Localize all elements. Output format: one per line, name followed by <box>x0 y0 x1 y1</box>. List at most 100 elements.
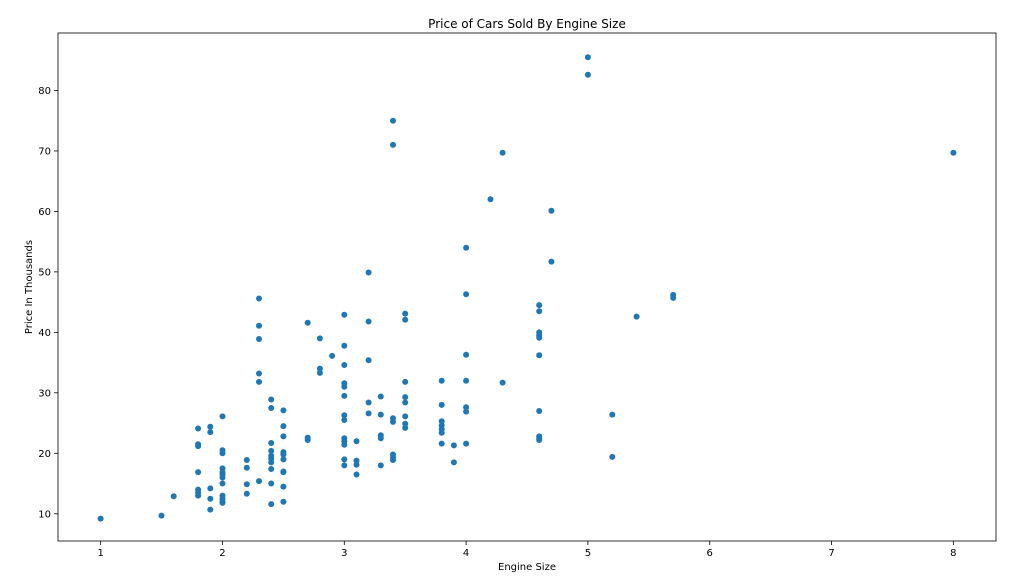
data-point <box>195 469 202 476</box>
data-point <box>219 413 226 420</box>
data-point <box>353 438 360 445</box>
data-point <box>402 424 409 431</box>
data-point <box>219 450 226 457</box>
data-point <box>390 117 396 124</box>
data-point <box>268 440 275 446</box>
data-point <box>950 149 957 156</box>
data-point <box>487 196 494 203</box>
data-point <box>341 456 348 463</box>
data-point <box>402 399 409 406</box>
data-point <box>390 418 396 425</box>
data-point <box>463 440 470 447</box>
data-point <box>256 478 262 485</box>
data-point <box>341 417 348 423</box>
y-tick-label: 40 <box>38 328 51 339</box>
data-point <box>548 258 555 265</box>
x-tick-label: 3 <box>341 548 347 559</box>
data-point <box>402 413 409 420</box>
x-axis-ticks: 1 2 3 4 5 6 7 8 <box>97 541 957 559</box>
data-point <box>402 420 409 427</box>
data-point <box>304 437 311 443</box>
x-tick-label: 4 <box>463 548 469 559</box>
data-point <box>195 443 202 450</box>
data-point <box>195 492 202 499</box>
y-tick-label: 60 <box>38 207 51 218</box>
data-point <box>450 442 457 449</box>
x-axis-label: Engine Size <box>498 562 556 573</box>
data-point <box>280 456 287 463</box>
x-tick-label: 5 <box>585 548 591 559</box>
x-tick-label: 8 <box>950 548 956 559</box>
data-point <box>341 441 348 448</box>
data-point <box>377 435 384 442</box>
data-point <box>609 453 616 460</box>
data-point <box>365 357 372 364</box>
plot-area-frame <box>57 32 997 542</box>
x-tick-label: 1 <box>97 548 103 559</box>
data-point <box>316 335 323 342</box>
data-point <box>219 474 226 481</box>
data-point <box>463 351 470 358</box>
data-point <box>463 404 470 411</box>
data-point <box>377 462 384 469</box>
data-point <box>402 378 409 385</box>
data-point <box>341 462 348 469</box>
data-point <box>304 319 311 326</box>
data-point <box>633 313 640 320</box>
y-axis-ticks: 10 20 30 40 50 60 70 80 <box>38 86 58 520</box>
data-point <box>280 483 287 490</box>
data-point <box>365 318 372 325</box>
data-point <box>609 411 616 418</box>
data-point <box>584 54 591 61</box>
data-point <box>256 336 262 342</box>
data-point <box>207 423 214 430</box>
data-point <box>390 457 396 463</box>
data-point <box>670 294 677 301</box>
data-point <box>268 447 275 454</box>
data-point <box>341 311 348 318</box>
data-point <box>158 512 165 519</box>
y-tick-label: 20 <box>38 449 51 460</box>
data-point <box>219 499 226 506</box>
data-point <box>268 459 275 466</box>
data-point <box>499 379 506 386</box>
data-point <box>548 207 555 214</box>
data-point <box>402 310 409 317</box>
data-point <box>390 141 396 148</box>
data-point <box>341 362 348 368</box>
data-point <box>353 461 360 468</box>
data-point <box>170 493 177 500</box>
data-point <box>341 342 348 349</box>
data-point <box>316 365 323 372</box>
data-point <box>536 308 543 315</box>
data-point <box>268 466 275 472</box>
data-point <box>268 396 275 403</box>
data-point <box>207 506 214 513</box>
data-point <box>450 459 457 466</box>
data-point <box>256 322 262 329</box>
data-point <box>353 457 360 464</box>
y-tick-label: 10 <box>38 509 51 520</box>
data-point <box>463 377 470 384</box>
data-point <box>243 481 250 488</box>
data-point <box>280 498 287 505</box>
data-point <box>268 480 275 487</box>
y-tick-label: 80 <box>38 86 51 97</box>
data-point <box>341 392 348 399</box>
data-point <box>584 71 591 78</box>
data-point <box>268 405 275 411</box>
data-point <box>243 490 250 497</box>
data-point <box>207 485 214 492</box>
data-point <box>438 429 445 436</box>
y-axis-label: Price In Thousands <box>24 240 35 334</box>
data-point <box>268 501 275 508</box>
chart-title: Price of Cars Sold By Engine Size <box>428 17 626 31</box>
data-point <box>243 457 250 463</box>
data-point <box>341 412 348 419</box>
data-point <box>195 425 202 432</box>
y-tick-label: 50 <box>38 267 51 278</box>
data-point <box>280 451 287 458</box>
data-point <box>463 291 470 298</box>
data-point <box>377 393 384 400</box>
